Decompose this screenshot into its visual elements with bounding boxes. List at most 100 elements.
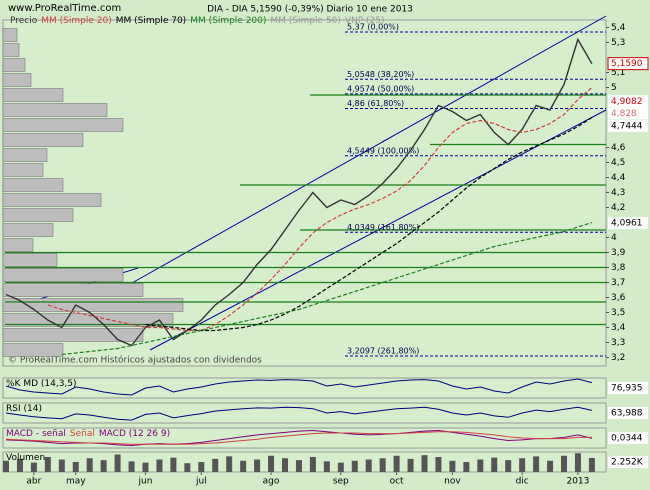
legend-entry: Precio bbox=[10, 16, 38, 26]
volume-profile-bar bbox=[2, 298, 184, 312]
y-tick-label: 5,3 bbox=[611, 38, 625, 48]
y-tick-label: 4,5 bbox=[611, 158, 625, 168]
indicator-title-part: MACD - señal bbox=[6, 429, 66, 439]
volume-profile-bar bbox=[2, 73, 32, 87]
volume-bar bbox=[268, 455, 275, 472]
indicator-value: 63,988 bbox=[611, 409, 643, 419]
volume-bar bbox=[100, 460, 107, 472]
volume-bar bbox=[519, 458, 526, 472]
legend-text: Precio MM (Simple 20) MM (Simple 70) MM (Si… bbox=[10, 16, 385, 26]
price-marker-label: 4,0961 bbox=[611, 219, 643, 229]
indicator-title-part: Volumen bbox=[6, 453, 45, 463]
legend-entry: MM (Simple 20) bbox=[41, 16, 111, 26]
fib-label: 4,5449 (100,00%) bbox=[347, 146, 419, 155]
volume-bar bbox=[435, 457, 442, 472]
volume-bar bbox=[16, 458, 23, 472]
x-tick-label: ago bbox=[263, 477, 280, 487]
fib-label: 5,0548 (38,20%) bbox=[347, 70, 414, 79]
y-tick-label: 5,4 bbox=[611, 23, 626, 33]
y-tick-label: 3,4 bbox=[611, 323, 626, 333]
volume-bar bbox=[212, 458, 219, 472]
volume-profile-bar bbox=[2, 268, 124, 282]
chart-title: DIA - DIA 5,1590 (-0,39%) Diario 10 ene … bbox=[207, 5, 413, 15]
volume-bar bbox=[295, 460, 302, 472]
y-tick-label: 3,5 bbox=[611, 308, 625, 318]
x-tick-label: 2013 bbox=[566, 477, 589, 487]
indicator-value-box bbox=[608, 407, 648, 419]
y-tick-label: 4,6 bbox=[611, 143, 626, 153]
fib-label: 4,0349 (161,80%) bbox=[347, 223, 419, 232]
indicator-title-part: MACD (12 26 9) bbox=[99, 429, 170, 439]
volume-profile-bar bbox=[2, 223, 54, 237]
indicator-line bbox=[5, 429, 593, 447]
price-marker bbox=[607, 57, 649, 71]
indicator-title-part: RSI (14) bbox=[6, 404, 42, 414]
indicator-panel bbox=[2, 451, 607, 473]
volume-profile-bar bbox=[2, 313, 174, 327]
x-tick-label: sep bbox=[333, 477, 349, 487]
indicator-title: %K MD (14,3,5) bbox=[6, 379, 77, 389]
price-line bbox=[5, 37, 593, 347]
volume-bar bbox=[491, 457, 498, 472]
fib-label: 3,2097 (261,80%) bbox=[347, 347, 419, 356]
legend: Precio MM (Simple 20) MM (Simple 70) MM (Si… bbox=[10, 16, 385, 26]
indicator-panel bbox=[2, 377, 607, 399]
volume-profile-bar bbox=[2, 208, 74, 222]
indicator-value-box bbox=[608, 456, 648, 468]
fib-label: 4,9574 (50,00%) bbox=[347, 84, 414, 93]
indicator-title-part: %K MD (14,3,5) bbox=[6, 379, 77, 389]
indicator-value-box bbox=[608, 382, 648, 394]
price-marker-label: 5,1590 bbox=[611, 59, 643, 69]
legend-entry: MM (Simple 70) bbox=[116, 16, 186, 26]
volume-bar bbox=[561, 455, 567, 472]
volume-bar bbox=[574, 453, 581, 472]
volume-bar bbox=[407, 458, 414, 472]
volume-bar bbox=[142, 462, 149, 472]
watermark: www.ProRealTime.com bbox=[8, 3, 121, 14]
volume-profile-bar bbox=[2, 343, 64, 357]
volume-profile-bar bbox=[2, 178, 64, 192]
legend-entry: MM (Simple 200) bbox=[190, 16, 266, 26]
fib-label: 5,37 (0,00%) bbox=[347, 23, 399, 32]
volume-profile-bar bbox=[2, 238, 34, 252]
indicator-title: Volumen bbox=[6, 453, 45, 463]
indicator-title-part: Señal bbox=[70, 429, 95, 439]
volume-bar bbox=[477, 459, 484, 472]
price-marker-label: 4,828 bbox=[611, 109, 637, 119]
x-tick-label: oct bbox=[390, 477, 404, 487]
price-marker bbox=[608, 119, 648, 132]
volume-bar bbox=[379, 458, 386, 472]
y-tick-label: 3,3 bbox=[611, 338, 625, 348]
volume-bar bbox=[323, 461, 330, 472]
volume-bar bbox=[309, 457, 316, 472]
volume-bar bbox=[393, 455, 400, 472]
indicator-title: RSI (14) bbox=[6, 404, 42, 414]
volume-bar bbox=[156, 459, 163, 472]
fib-label: 4,86 (61,80%) bbox=[347, 99, 404, 108]
indicator-value-box bbox=[608, 432, 648, 444]
volume-bar bbox=[365, 459, 372, 472]
indicator-panel bbox=[2, 402, 607, 424]
volume-bar bbox=[86, 458, 93, 472]
y-tick-label: 4 bbox=[611, 233, 617, 243]
price-marker-label: 4,9082 bbox=[611, 97, 643, 107]
volume-profile-bar bbox=[2, 133, 84, 147]
moving-average bbox=[47, 87, 593, 332]
moving-average bbox=[61, 221, 593, 356]
volume-bar bbox=[505, 460, 512, 472]
volume-profile-bar bbox=[2, 43, 20, 57]
volume-profile-bar bbox=[2, 118, 124, 132]
volume-profile-bar bbox=[2, 193, 102, 207]
volume-bar bbox=[449, 460, 456, 472]
volume-profile-bar bbox=[2, 283, 144, 297]
x-tick-label: dic bbox=[516, 477, 529, 487]
indicator-title: MACD - señal Señal MACD (12 26 9) bbox=[6, 429, 170, 439]
price-marker bbox=[608, 107, 648, 120]
x-tick-label: nov bbox=[444, 477, 461, 487]
volume-bar bbox=[128, 461, 135, 472]
volume-bar bbox=[337, 462, 344, 472]
price-marker-label: 4,7444 bbox=[611, 121, 643, 131]
volume-bar bbox=[72, 462, 79, 472]
trend-line bbox=[131, 15, 607, 284]
volume-bar bbox=[588, 457, 595, 472]
